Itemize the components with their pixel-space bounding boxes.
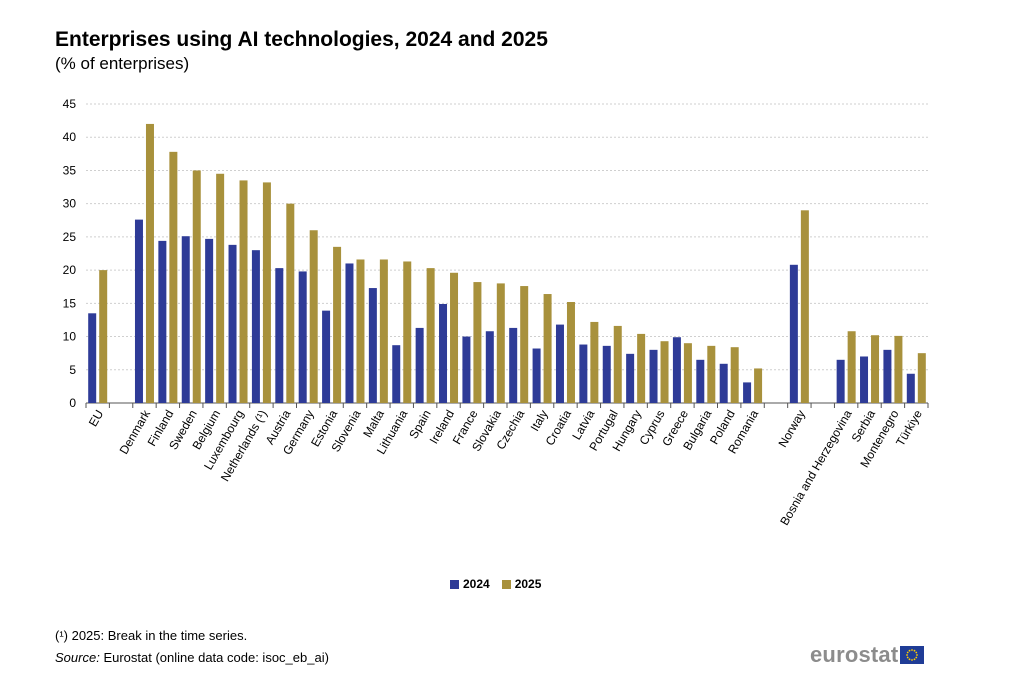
y-tick-label-30: 30 [63,197,77,211]
bar-2025-3 [192,170,201,403]
y-tick-label-5: 5 [69,363,76,377]
y-tick-label-40: 40 [63,130,77,144]
eurostat-logo: eurostat [810,642,925,668]
bar-2024-10 [345,263,354,403]
bar-2025-25 [707,345,716,403]
bar-2024-2 [158,240,167,403]
y-tick-label-20: 20 [63,263,77,277]
source-note: Source: Eurostat (online data code: isoc… [55,650,329,665]
bar-2024-1 [134,219,143,403]
y-tick-label-25: 25 [63,230,77,244]
y-tick-label-35: 35 [63,163,77,177]
y-tick-label-0: 0 [69,396,76,410]
bar-2025-4 [216,173,225,403]
bar-2025-7 [286,203,295,403]
chart-title: Enterprises using AI technologies, 2024 … [55,28,548,51]
y-tick-label-45: 45 [63,97,77,111]
bar-2025-27 [754,368,763,403]
chart-subtitle: (% of enterprises) [55,54,190,73]
bar-2024-9 [322,310,331,403]
bar-2024-5 [228,244,237,403]
bar-2025-21 [613,325,622,403]
bar-2025-16 [496,283,505,403]
bar-2024-18 [532,348,541,403]
bar-2024-14 [439,303,448,403]
bar-2024-4 [205,238,214,403]
bar-2024-13 [415,327,424,403]
bar-2024-12 [392,345,401,403]
bar-2025-20 [590,321,599,403]
bar-2025-32 [917,353,926,403]
legend-label-2025: 2025 [514,577,542,591]
bar-2024-27 [743,382,752,403]
bar-2024-23 [649,349,658,403]
x-tick-label-28: Norway [775,408,807,450]
chart-legend: 2024 2025 [450,577,541,591]
bar-2025-10 [356,259,365,403]
bar-2024-7 [275,268,284,403]
x-tick-label-1: Denmark [117,407,154,457]
bar-2024-3 [181,236,190,403]
bar-2024-22 [626,353,635,403]
bar-2024-25 [696,359,705,403]
bar-2025-1 [145,123,154,403]
bar-2024-0 [88,313,97,403]
bar-2025-24 [683,343,692,403]
bar-2024-24 [672,337,681,403]
bar-2025-9 [333,246,342,403]
legend-item-2025: 2025 [501,577,542,591]
x-tick-label-0: EU [86,408,106,429]
bar-2025-19 [566,302,575,403]
bar-2025-26 [730,347,739,403]
bar-2025-23 [660,341,669,403]
bar-2024-16 [485,331,494,403]
bar-2025-12 [403,261,412,403]
source-text: Eurostat (online data code: isoc_eb_ai) [103,650,329,665]
y-tick-label-10: 10 [63,330,77,344]
bar-2025-13 [426,268,435,403]
bar-2024-15 [462,336,471,403]
bar-2024-31 [883,349,892,403]
eu-flag-icon [900,646,925,664]
legend-label-2024: 2024 [463,577,490,591]
footnote: (¹) 2025: Break in the time series. [55,628,248,643]
bar-2024-32 [906,373,915,403]
y-tick-label-15: 15 [63,296,77,310]
bar-2024-20 [579,344,588,403]
bar-2024-6 [251,250,260,403]
bar-2025-8 [309,230,318,403]
bar-2025-15 [473,282,482,403]
bar-2024-19 [555,324,564,403]
source-label: Source: [55,650,100,665]
bar-2024-11 [368,288,377,403]
x-tick-label-18: Italy [528,408,551,434]
eurostat-logo-text: eurostat [810,642,899,667]
bar-2025-6 [262,182,271,403]
legend-swatch-2025 [501,579,511,589]
bar-2025-11 [379,259,388,403]
bar-2025-22 [637,333,646,403]
bar-2024-28 [789,264,798,403]
bar-2025-0 [99,270,108,403]
bar-2024-8 [298,271,307,403]
legend-swatch-2024 [450,579,459,589]
bar-2025-17 [520,286,529,403]
bar-2024-29 [836,359,845,403]
bar-2024-21 [602,345,611,403]
bar-2025-5 [239,180,248,403]
bar-2025-31 [894,335,903,403]
bar-2025-28 [800,210,809,403]
bar-2024-26 [719,363,728,403]
bar-2025-14 [450,272,459,403]
bar-2025-30 [871,335,880,403]
bar-2025-18 [543,294,552,403]
bar-2024-30 [860,356,869,403]
legend-item-2024: 2024 [450,577,490,591]
bar-2024-17 [509,327,518,403]
bar-2025-2 [169,151,178,403]
bar-2025-29 [847,331,856,403]
